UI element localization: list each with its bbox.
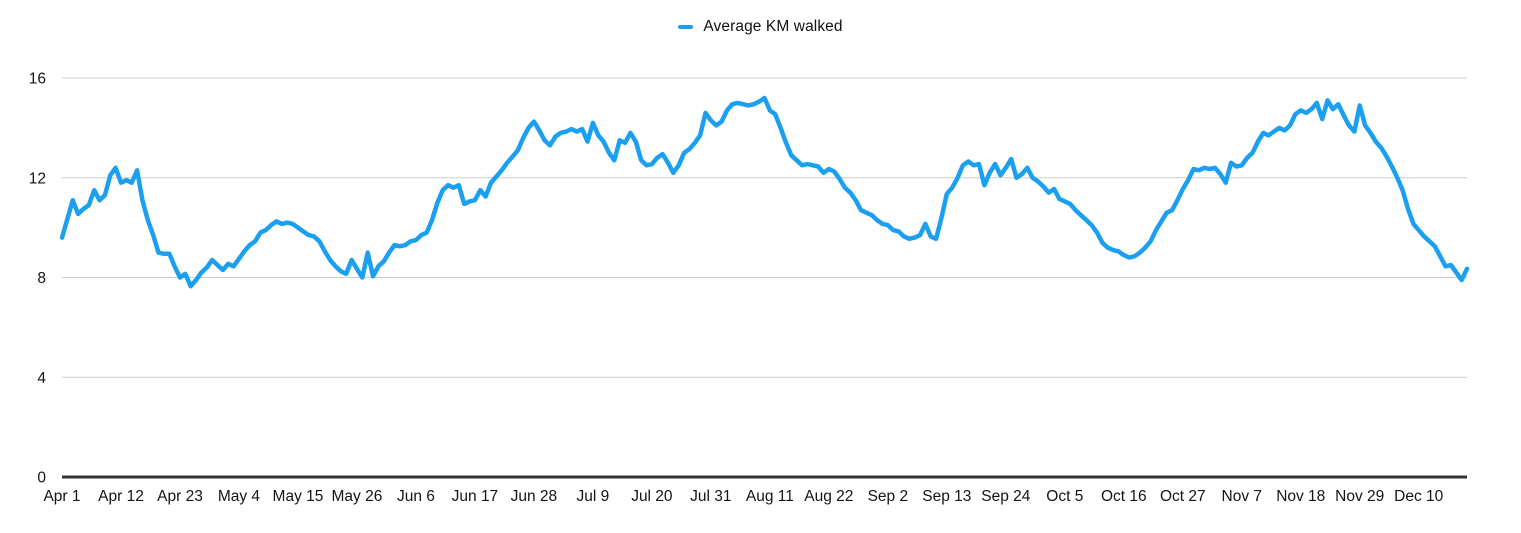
x-tick-label: May 26 <box>332 488 383 505</box>
x-tick-label: Apr 12 <box>98 488 144 505</box>
x-tick-label: Sep 13 <box>922 488 971 505</box>
x-tick-label: Jul 9 <box>577 488 610 505</box>
x-tick-label: Jun 6 <box>397 488 435 505</box>
x-tick-label: Aug 22 <box>804 488 853 505</box>
y-tick-label: 12 <box>29 170 46 187</box>
x-tick-label: Jun 17 <box>452 488 499 505</box>
y-tick-label: 4 <box>37 370 46 387</box>
x-tick-label: Apr 1 <box>43 488 80 505</box>
y-tick-label: 16 <box>29 71 46 88</box>
x-tick-label: Sep 24 <box>981 488 1031 505</box>
x-tick-label: Jun 28 <box>511 488 558 505</box>
x-tick-label: Oct 27 <box>1160 488 1206 505</box>
x-tick-label: Nov 29 <box>1335 488 1384 505</box>
y-tick-label: 8 <box>37 270 46 287</box>
x-tick-label: Oct 5 <box>1046 488 1083 505</box>
x-tick-label: Oct 16 <box>1101 488 1147 505</box>
x-tick-label: Apr 23 <box>157 488 203 505</box>
x-tick-label: Jul 20 <box>631 488 673 505</box>
x-tick-label: Nov 7 <box>1222 488 1263 505</box>
x-tick-label: May 15 <box>273 488 324 505</box>
x-tick-label: Nov 18 <box>1276 488 1325 505</box>
y-tick-label: 0 <box>37 470 46 487</box>
x-tick-label: Aug 11 <box>746 488 794 505</box>
x-tick-label: Jul 31 <box>690 488 731 505</box>
x-tick-label: Sep 2 <box>868 488 909 505</box>
data-line-average-km-walked <box>59 95 1470 289</box>
x-tick-label: Dec 10 <box>1394 488 1443 505</box>
x-tick-label: May 4 <box>218 488 261 505</box>
